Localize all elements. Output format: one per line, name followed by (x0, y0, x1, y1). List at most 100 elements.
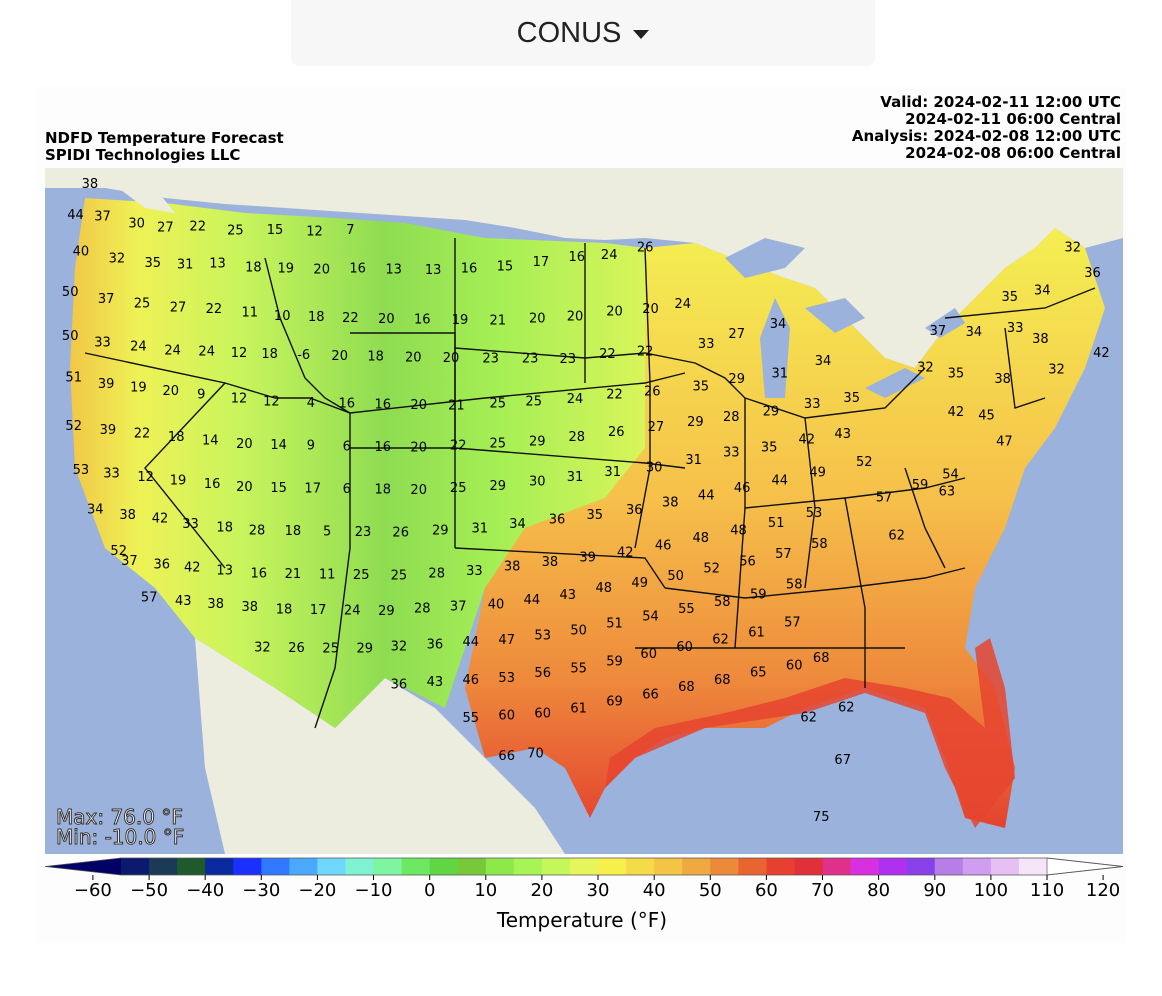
temperature-label: 31 (472, 522, 489, 537)
temperature-label: 26 (608, 425, 625, 440)
figure-time-block: Valid: 2024-02-11 12:00 UTC 2024-02-11 0… (852, 94, 1121, 162)
temperature-label: 18 (261, 347, 278, 362)
valid-central: 2024-02-11 06:00 Central (905, 110, 1121, 128)
temperature-label: 18 (285, 524, 302, 539)
temperature-label: 35 (693, 380, 710, 395)
temperature-label: 37 (930, 324, 947, 339)
temperature-label: 75 (813, 810, 830, 825)
colorbar-bin (569, 858, 599, 875)
temperature-label: 42 (152, 512, 169, 527)
temperature-label: 20 (410, 483, 427, 498)
temperature-label: 21 (285, 567, 302, 582)
temperature-label: 22 (206, 302, 223, 317)
great-lakes (725, 238, 965, 398)
figure-provider: SPIDI Technologies LLC (45, 146, 241, 164)
temperature-label: 42 (799, 433, 816, 448)
temperature-label: 24 (344, 604, 361, 619)
temperature-label: -6 (297, 348, 310, 363)
region-dropdown[interactable]: CONUS (291, 0, 875, 66)
temperature-label: 16 (414, 313, 431, 328)
temperature-label: 43 (427, 675, 444, 690)
temperature-label: 27 (170, 300, 187, 315)
temperature-label: 18 (367, 350, 384, 365)
colorbar-bin (1018, 858, 1048, 875)
temperature-label: 15 (270, 481, 287, 496)
temperature-label: 59 (606, 654, 623, 669)
colorbar-tick-label: −50 (130, 880, 168, 901)
temperature-label: 19 (170, 474, 187, 489)
figure-title-block: NDFD Temperature Forecast SPIDI Technolo… (45, 130, 284, 164)
temperature-label: 56 (739, 554, 756, 569)
temperature-label: 25 (353, 568, 370, 583)
temperature-label: 36 (391, 677, 408, 692)
temperature-label: 19 (278, 262, 295, 277)
temperature-label: 39 (98, 377, 115, 392)
temperature-label: 57 (784, 616, 801, 631)
colorbar-label: Temperature (°F) (496, 908, 667, 932)
temperature-label: 32 (254, 641, 271, 656)
temperature-label: 31 (772, 367, 789, 382)
temperature-label: 66 (642, 687, 659, 702)
temperature-label: 25 (490, 437, 507, 452)
gulf-warm-band (605, 638, 1015, 828)
colorbar-bin (177, 858, 206, 875)
temperature-label: 38 (662, 496, 679, 511)
temperature-label: 40 (488, 597, 505, 612)
temperature-label: 20 (378, 312, 395, 327)
temperature-label: 15 (267, 223, 284, 238)
colorbar-bin (289, 858, 319, 875)
temperature-label: 33 (103, 467, 120, 482)
temperature-label: 20 (606, 305, 623, 320)
temperature-label: 62 (800, 710, 817, 725)
temperature-label: 20 (567, 309, 584, 324)
chevron-down-icon (633, 29, 650, 39)
temperature-label: 61 (570, 702, 587, 717)
colorbar-bin (457, 858, 487, 875)
temperature-labels: 38 44 37 30 27 22 25 15 12 7 40 32 35 31 13 18 19 20 16 13 1… (62, 177, 1110, 825)
temperature-label: 18 (308, 310, 325, 325)
colorbar-tick-label: 20 (530, 880, 553, 901)
contiguous-us-west (70, 198, 645, 728)
temperature-label: 37 (94, 210, 111, 225)
temperature-label: 39 (100, 423, 117, 438)
temperature-label: 24 (567, 392, 584, 407)
temperature-label: 32 (109, 252, 126, 267)
max-temp: Max: 76.0 °F (55, 805, 183, 829)
colorbar-bin (513, 858, 543, 875)
temperature-label: 60 (640, 647, 657, 662)
temperature-label: 50 (570, 624, 587, 639)
temperature-label: 42 (948, 405, 965, 420)
colorbar-bin (794, 858, 824, 875)
temperature-label: 12 (137, 470, 154, 485)
state-borders (84, 238, 1096, 729)
temperature-label: 32 (1064, 241, 1081, 256)
temperature-label: 43 (834, 427, 851, 442)
temperature-label: 42 (184, 560, 201, 575)
temperature-label: 44 (698, 488, 715, 503)
temperature-label: 46 (463, 673, 480, 688)
temperature-label: 45 (978, 409, 995, 424)
temperature-label: 34 (966, 325, 983, 340)
temperature-label: 58 (811, 537, 828, 552)
temperature-label: 16 (461, 261, 478, 276)
temperature-label: 18 (216, 520, 233, 535)
temperature-label: 65 (750, 666, 767, 681)
temperature-label: 22 (637, 345, 654, 360)
temperature-label: 25 (134, 296, 151, 311)
temperature-label: 52 (65, 419, 82, 434)
temperature-label: 26 (644, 385, 661, 400)
temperature-label: 42 (617, 546, 634, 561)
temperature-label: 68 (813, 651, 830, 666)
temperature-label: 25 (391, 568, 408, 583)
temperature-label: 44 (524, 593, 541, 608)
temperature-label: 29 (763, 405, 780, 420)
region-dropdown-label: CONUS (516, 16, 622, 49)
temperature-label: 34 (509, 517, 526, 532)
temperature-label: 20 (642, 302, 659, 317)
temperature-label: 29 (378, 604, 395, 619)
temperature-label: 20 (405, 350, 422, 365)
temperature-label: 35 (843, 391, 860, 406)
temperature-label: 44 (772, 473, 789, 488)
temperature-label: 43 (560, 588, 577, 603)
temperature-label: 13 (209, 256, 226, 271)
